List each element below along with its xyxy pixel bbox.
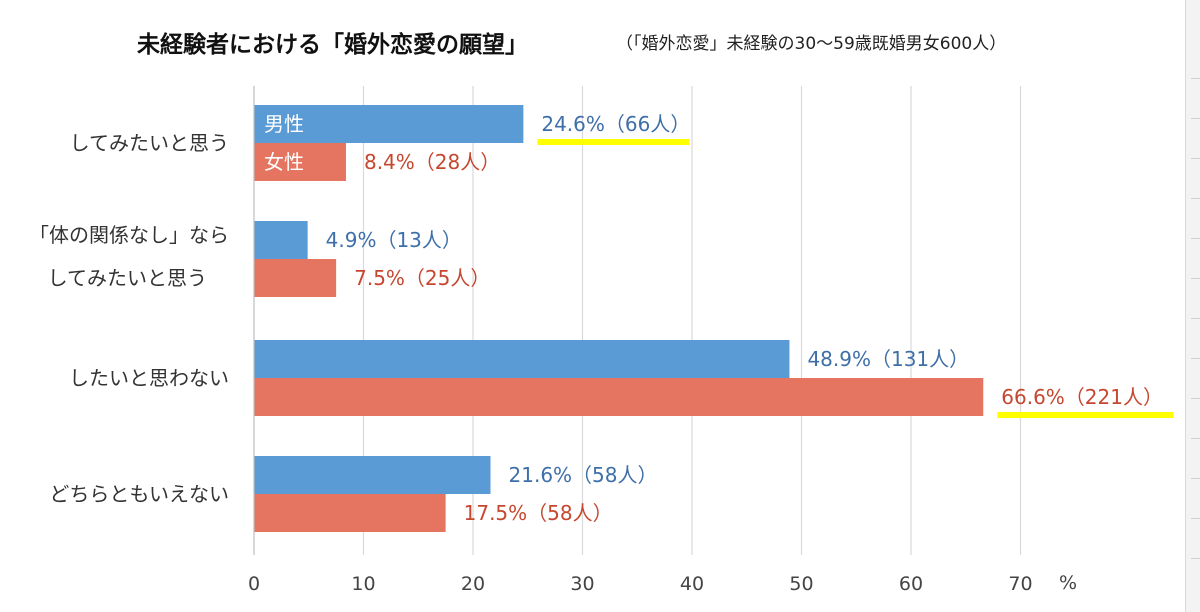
data-labels: 24.6%（66人） 男性 8.4%（28人） 女性 4.9%（13人） 7.5%（25人… — [264, 112, 1174, 525]
category-label: 「体の関係なし」なら — [29, 223, 229, 247]
x-tick-label: 40 — [680, 573, 704, 595]
female-bar — [254, 494, 446, 532]
chart-subtitle: （「婚外恋愛」未経験の30～59歳既婚男女600人） — [616, 33, 1006, 54]
male-bar — [254, 340, 790, 378]
female-bar — [254, 378, 984, 416]
male-data-label: 48.9%（131人） — [807, 347, 969, 371]
female-data-label: 8.4%（28人） — [364, 150, 500, 174]
male-bar — [254, 221, 308, 259]
grid-lines — [362, 86, 1022, 555]
male-data-label: 4.9%（13人） — [326, 228, 462, 252]
x-tick-label: 10 — [351, 573, 375, 595]
bars — [254, 105, 984, 532]
category-label: してみたいと思う — [70, 131, 229, 155]
x-axis-unit-label: % — [1059, 572, 1077, 594]
female-data-label: 17.5%（58人） — [464, 501, 613, 525]
x-tick-label: 0 — [248, 573, 260, 595]
x-tick-label: 70 — [1008, 573, 1032, 595]
male-data-label: 24.6%（66人） — [541, 112, 690, 136]
female-data-label: 7.5%（25人） — [354, 266, 490, 290]
x-tick-label: 30 — [570, 573, 594, 595]
female-bar — [254, 259, 337, 297]
category-label: してみたいと思う — [48, 266, 207, 290]
category-label: どちらともいえない — [49, 482, 229, 506]
highlight-underline — [997, 412, 1174, 418]
category-label: したいと思わない — [69, 366, 229, 390]
x-tick-label: 60 — [899, 573, 923, 595]
x-tick-label: 50 — [789, 573, 813, 595]
chart-title: 未経験者における「婚外恋愛の願望」 — [137, 31, 528, 58]
female-data-label: 66.6%（221人） — [1001, 385, 1163, 409]
legend-male: 男性 — [264, 112, 304, 136]
legend-female: 女性 — [264, 150, 304, 174]
highlight-underline — [537, 139, 690, 145]
male-bar — [254, 456, 491, 494]
male-data-label: 21.6%（58人） — [509, 463, 658, 487]
window-scrollbar-edge — [1185, 0, 1200, 612]
x-tick-label: 20 — [461, 573, 485, 595]
axes: 0 10 20 30 40 50 60 70 %してみたいと思う「体の関係なし」ならしてみたいと… — [29, 86, 1077, 595]
male-bar — [254, 105, 524, 143]
female-bar — [254, 143, 346, 181]
